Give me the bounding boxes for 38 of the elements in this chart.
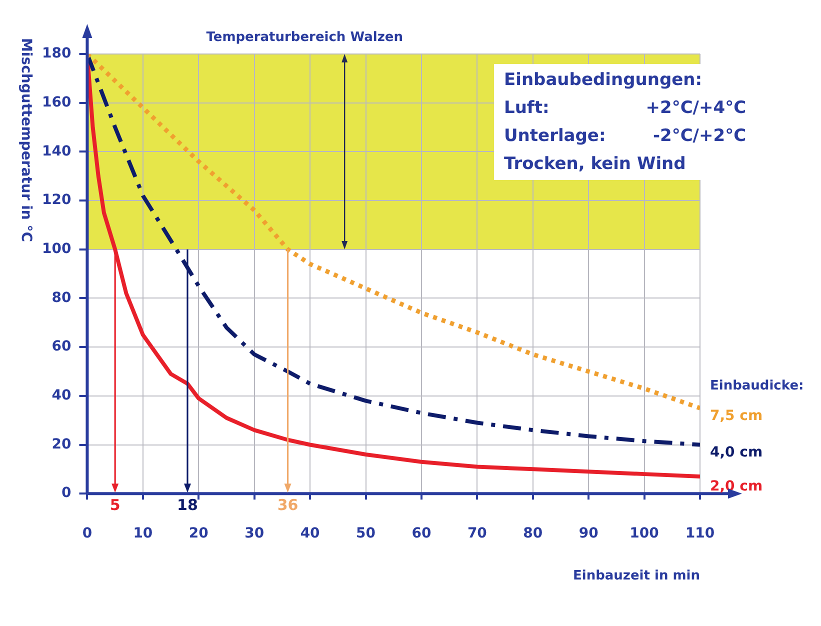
x-tick-label: 0 xyxy=(82,526,92,542)
annotation: Einbaubedingungen: xyxy=(504,70,704,90)
y-tick-label: 140 xyxy=(42,143,72,160)
x-tick-label: 50 xyxy=(356,526,376,542)
x-tick-label: 30 xyxy=(244,526,264,542)
y-axis-title: Mischguttemperatur in °C xyxy=(17,38,34,244)
x-axis-title: Einbauzeit in min xyxy=(573,568,700,584)
x-tick-label: 20 xyxy=(188,526,209,542)
y-tick-label: 100 xyxy=(42,241,72,258)
band-label: Temperaturbereich Walzen xyxy=(206,30,403,45)
x-tick-label: 90 xyxy=(578,526,599,542)
ref-line-label: 5 xyxy=(110,496,120,514)
annotation: +2°C/+4°C xyxy=(646,98,746,118)
y-tick-label: 60 xyxy=(52,338,72,355)
annotation: Luft: xyxy=(504,98,550,118)
x-tick-label: 110 xyxy=(685,526,715,542)
annotation: Trocken, kein Wind xyxy=(504,154,687,174)
x-tick-label: 100 xyxy=(630,526,660,542)
x-tick-label: 80 xyxy=(523,526,543,542)
y-tick-label: 0 xyxy=(61,485,72,502)
series-label: 4,0 cm xyxy=(710,444,763,460)
y-tick-label: 180 xyxy=(42,46,72,62)
x-tick-label: 70 xyxy=(467,526,488,542)
x-tick-label: 10 xyxy=(133,526,153,542)
y-tick-label: 80 xyxy=(52,290,72,306)
ref-line-label: 36 xyxy=(277,496,298,514)
x-tick-label: 40 xyxy=(300,526,320,542)
annotation: -2°C/+2°C xyxy=(652,126,746,146)
annotation: Unterlage: xyxy=(504,126,606,146)
x-tick-label: 60 xyxy=(412,526,432,542)
y-tick-label: 40 xyxy=(52,388,72,404)
legend-title: Einbaudicke: xyxy=(710,378,804,394)
ref-line-label: 18 xyxy=(177,496,198,514)
series-label: 2,0 cm xyxy=(710,478,763,494)
y-tick-label: 160 xyxy=(42,94,72,110)
y-tick-label: 120 xyxy=(42,192,72,208)
y-tick-label: 20 xyxy=(52,436,72,452)
series-label: 7,5 cm xyxy=(710,408,763,424)
